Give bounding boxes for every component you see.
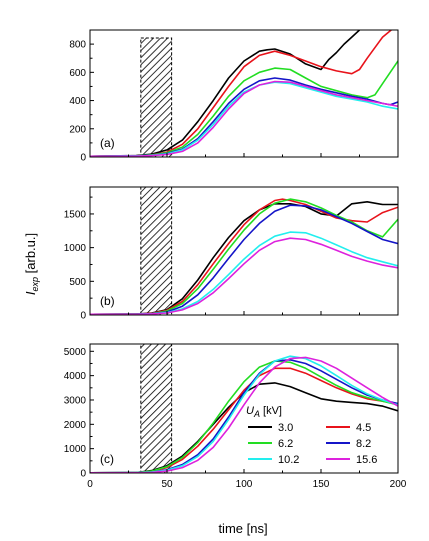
y-axis-title-sub: exp xyxy=(30,277,40,292)
y-tick-label: 0 xyxy=(80,469,86,480)
panel-label: (a) xyxy=(100,136,115,150)
legend-title-unit: [kV] xyxy=(263,405,282,417)
legend-item-8-2: 8.2 xyxy=(326,438,371,450)
y-tick-label: 2000 xyxy=(64,420,87,431)
legend-item-3-0: 3.0 xyxy=(248,422,293,434)
legend-title-sub: A xyxy=(253,409,260,419)
panel-label: (b) xyxy=(100,294,115,308)
legend-title-main: U xyxy=(246,405,254,417)
y-tick-label: 0 xyxy=(80,153,86,164)
y-axis-title-unit: [arb.u.] xyxy=(23,233,38,273)
series-group xyxy=(90,30,398,157)
y-tick-label: 200 xyxy=(69,124,86,135)
y-tick-label: 1000 xyxy=(64,243,87,254)
y-axis-title-main: I xyxy=(23,291,38,295)
series-group xyxy=(90,198,398,315)
y-tick-label: 600 xyxy=(69,68,86,79)
plot-frame xyxy=(89,343,399,474)
legend-item-15-6: 15.6 xyxy=(326,454,377,466)
panel-3: 0 1000 2000 3000 4000 5000 (c) xyxy=(64,343,399,480)
x-tick-label: 50 xyxy=(161,479,173,490)
x-tick-label: 0 xyxy=(87,479,93,490)
series-line-4-5 xyxy=(90,367,398,473)
x-tick-label: 200 xyxy=(390,479,407,490)
y-tick-label: 5000 xyxy=(64,347,87,358)
y-tick-label: 400 xyxy=(69,96,86,107)
y-tick-label: 1000 xyxy=(64,444,87,455)
hatched-region xyxy=(140,37,173,158)
series-line-10-2 xyxy=(90,355,398,473)
series-line-8-2 xyxy=(90,359,398,473)
series-line-15-6 xyxy=(90,80,398,157)
legend: UA [kV] 3.0 4.5 6.2 8.2 10.2 15.6 xyxy=(246,405,377,466)
y-tick-label: 4000 xyxy=(64,371,87,382)
legend-label: 4.5 xyxy=(356,422,371,434)
svg-text:Iexp [arb.u.]: Iexp [arb.u.] xyxy=(23,233,40,295)
y-tick-label: 500 xyxy=(69,277,86,288)
legend-item-10-2: 10.2 xyxy=(248,454,299,466)
series-line-3-0 xyxy=(90,30,362,157)
series-line-15-6 xyxy=(90,237,398,315)
x-tick-label: 100 xyxy=(236,479,253,490)
series-line-15-6 xyxy=(90,356,398,473)
y-tick-label: 3000 xyxy=(64,395,87,406)
legend-label: 3.0 xyxy=(278,422,293,434)
x-axis-title: time [ns] xyxy=(218,521,267,536)
y-tick-label: 1500 xyxy=(64,209,87,220)
hatched-region xyxy=(140,343,173,474)
panel-label: (c) xyxy=(100,452,114,466)
series-group xyxy=(90,355,398,473)
legend-label: 15.6 xyxy=(356,454,377,466)
legend-label: 6.2 xyxy=(278,438,293,450)
hatched-region xyxy=(140,186,173,316)
panels-group: 0200400600800(a)050010001500(b)010002000… xyxy=(64,29,407,490)
series-line-6-2 xyxy=(90,60,398,157)
common-labels: time [ns] Iexp [arb.u.] xyxy=(23,233,268,536)
legend-label: 10.2 xyxy=(278,454,299,466)
panel-1: 0 200 400 600 800 (a) xyxy=(69,29,399,164)
y-axis-title: Iexp [arb.u.] xyxy=(23,233,40,295)
series-line-10-2 xyxy=(90,231,398,315)
y-tick-label: 0 xyxy=(80,311,86,322)
series-line-4-5 xyxy=(90,30,393,157)
legend-item-4-5: 4.5 xyxy=(326,422,371,434)
series-line-8-2 xyxy=(90,77,398,157)
legend-item-6-2: 6.2 xyxy=(248,438,293,450)
panel-2: 0 500 1000 1500 (b) xyxy=(64,186,399,322)
series-line-6-2 xyxy=(90,360,398,473)
legend-label: 8.2 xyxy=(356,438,371,450)
x-tick-label: 150 xyxy=(313,479,330,490)
y-tick-label: 800 xyxy=(69,40,86,51)
legend-title: UA [kV] xyxy=(246,405,282,419)
